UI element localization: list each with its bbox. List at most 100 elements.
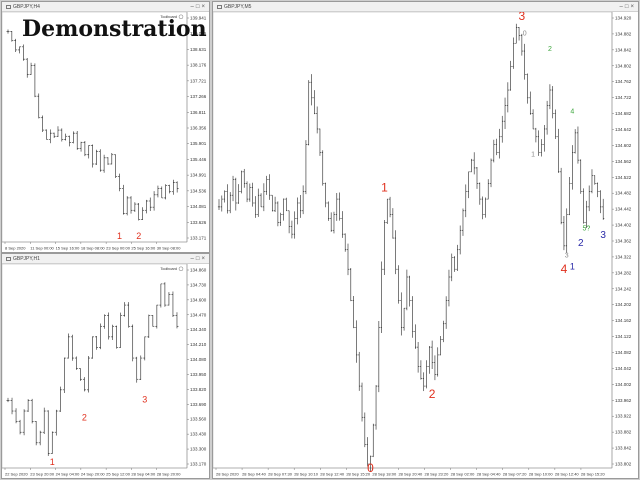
- price-tick-label: 134.162: [615, 318, 632, 323]
- price-bar: [98, 149, 102, 172]
- wave-label: 1: [381, 180, 388, 194]
- chart-window-h1[interactable]: GBPJPY,H1 –□× 134.860 134.730 134.600 134.4…: [1, 253, 210, 479]
- close-icon[interactable]: ×: [201, 256, 207, 262]
- price-bar: [137, 203, 141, 221]
- price-bar: [554, 109, 557, 140]
- price-tick-label: 134.682: [615, 111, 632, 116]
- price-bar: [349, 267, 352, 302]
- price-bar: [397, 265, 400, 304]
- window-titlebar[interactable]: GBPJPY,H4 –□×: [2, 2, 209, 12]
- price-bar: [551, 86, 554, 119]
- price-bar: [414, 324, 417, 349]
- price-bar: [111, 324, 115, 340]
- price-bar: [304, 140, 308, 195]
- price-tick-label: 136.811: [190, 110, 206, 115]
- price-bar: [25, 58, 29, 78]
- window-titlebar[interactable]: GBPJPY,H1 –□×: [2, 254, 209, 264]
- price-bar: [318, 128, 322, 156]
- price-bar: [268, 174, 271, 200]
- price-bar: [310, 74, 313, 106]
- price-bar: [237, 184, 240, 204]
- price-tick-label: 134.991: [190, 173, 207, 178]
- price-tick-label: 134.536: [190, 188, 207, 193]
- window-controls: –□×: [191, 254, 207, 264]
- price-bar: [26, 399, 30, 412]
- price-tick-label: 134.340: [190, 327, 207, 332]
- price-bar: [285, 197, 288, 212]
- price-chart[interactable]: 134.860 134.730 134.600 134.470 134.340 134.2…: [2, 264, 209, 478]
- wave-label: 3: [142, 394, 147, 404]
- close-icon[interactable]: ×: [630, 4, 636, 10]
- price-bar: [175, 181, 179, 193]
- price-bar: [501, 115, 504, 143]
- minimize-icon[interactable]: –: [619, 4, 625, 10]
- minimize-icon[interactable]: –: [190, 4, 196, 10]
- maximize-icon[interactable]: □: [195, 256, 202, 262]
- price-bar: [588, 185, 591, 212]
- price-tick-label: 139.086: [190, 31, 207, 36]
- close-icon[interactable]: ×: [201, 4, 207, 10]
- price-bar: [220, 195, 223, 212]
- price-bar: [506, 82, 509, 113]
- price-bar: [419, 360, 423, 380]
- price-bar: [159, 283, 163, 308]
- price-bar: [492, 139, 495, 163]
- price-bar: [299, 195, 302, 218]
- price-bar: [64, 133, 68, 141]
- plot-area: [2, 264, 188, 469]
- price-chart[interactable]: 139.941 139.086 138.631 138.176 137.721 137.2…: [2, 12, 209, 252]
- price-bar: [433, 355, 437, 381]
- price-bar: [388, 196, 392, 218]
- price-bar: [144, 199, 148, 214]
- chart-window-h4[interactable]: GBPJPY,H4 –□× 139.941 139.086 138.631 138.1…: [1, 1, 210, 253]
- price-bar: [46, 410, 50, 456]
- wave-label: 3: [519, 12, 526, 23]
- wave-label: 3: [600, 230, 606, 241]
- minimize-icon[interactable]: –: [190, 256, 196, 262]
- price-bar: [442, 320, 445, 343]
- time-tick-label: 23 Sep 20:00: [30, 472, 55, 477]
- price-bar: [141, 207, 145, 221]
- price-bar: [282, 198, 285, 221]
- price-bar: [131, 324, 135, 362]
- price-tick-label: 134.402: [615, 223, 632, 228]
- price-bar: [163, 282, 167, 307]
- window-controls: –□×: [620, 2, 636, 12]
- price-bar: [467, 171, 470, 199]
- price-bar: [95, 336, 99, 350]
- price-bar: [18, 419, 22, 435]
- price-bar: [114, 154, 118, 178]
- price-bar: [473, 152, 476, 175]
- price-bar: [495, 138, 498, 156]
- price-bar: [229, 192, 232, 214]
- maximize-icon[interactable]: □: [624, 4, 631, 10]
- wave-label: 1: [50, 457, 55, 467]
- wave-label: 1: [117, 231, 122, 241]
- price-bar: [425, 360, 428, 389]
- price-bar: [602, 198, 605, 220]
- price-chart[interactable]: 134.920 134.882 134.842 134.802 134.762 134.7…: [213, 12, 638, 478]
- price-bar: [436, 347, 439, 377]
- price-bar: [408, 275, 411, 307]
- price-bar: [167, 292, 171, 306]
- price-bar: [461, 208, 465, 236]
- price-tick-label: 134.282: [615, 270, 632, 275]
- window-chart-icon: [217, 4, 222, 9]
- chart-window-m5[interactable]: GBPJPY,M5 –□× 134.920 134.882 134.842 134.8…: [212, 1, 639, 479]
- maximize-icon[interactable]: □: [195, 4, 202, 10]
- price-bar: [557, 128, 560, 173]
- time-tick-label: 28 Sep 07:30: [268, 472, 293, 477]
- time-tick-label: 28 Sep 2020: [216, 472, 239, 477]
- price-bar: [243, 168, 246, 188]
- price-tick-label: 133.820: [190, 387, 207, 392]
- time-tick-label: 28 Sep 04:40: [242, 472, 267, 477]
- price-bar: [123, 302, 127, 317]
- price-bar: [394, 230, 397, 275]
- price-bar: [568, 176, 571, 216]
- price-bar: [171, 179, 175, 195]
- price-bar: [71, 131, 75, 144]
- window-titlebar[interactable]: GBPJPY,M5 –□×: [213, 2, 638, 12]
- price-bar: [478, 182, 481, 205]
- price-bar: [18, 46, 22, 54]
- price-bar: [22, 409, 26, 436]
